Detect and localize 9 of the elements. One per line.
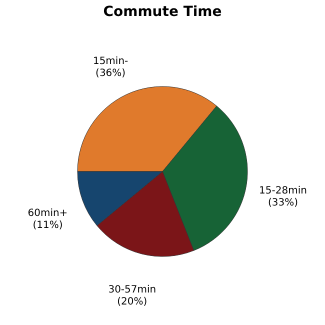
data-label: (33%) [268,198,298,209]
slice-label: 15-28min [259,186,307,197]
data-label: (20%) [117,296,148,308]
data-label: (11%) [32,220,63,231]
slice-label: 60min+ [28,208,68,219]
data-label: (36%) [96,68,126,80]
chart-title: Commute Time [103,4,222,20]
slice-label: 30-57min [108,284,156,296]
slice-label: 15min- [92,56,129,68]
